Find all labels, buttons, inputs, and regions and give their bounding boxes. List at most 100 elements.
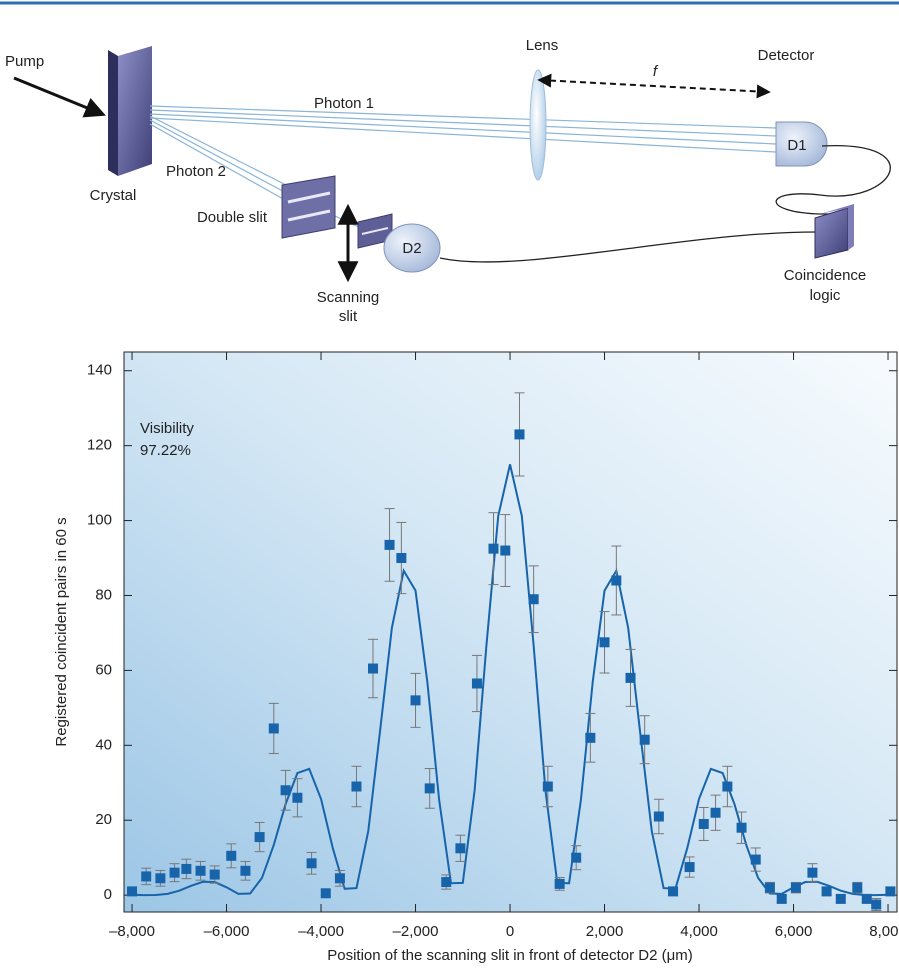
data-point [385,540,395,550]
data-point [455,843,465,853]
data-point [210,870,220,880]
data-point [488,544,498,554]
data-point [722,782,732,792]
lens [530,70,546,180]
data-point [791,883,801,893]
data-point [321,888,331,898]
data-point [871,900,881,910]
data-point [226,851,236,861]
data-point [571,853,581,863]
data-point [292,793,302,803]
data-point [335,873,345,883]
data-point [885,886,895,896]
data-point [396,553,406,563]
data-point [585,733,595,743]
x-tick-label: –4,000 [298,923,344,940]
data-point [600,637,610,647]
data-point [737,823,747,833]
data-point [543,782,553,792]
label: slit [339,308,358,325]
data-point [611,575,621,585]
data-point [307,858,317,868]
crystal [118,46,152,176]
data-point [699,819,709,829]
label: Double slit [197,209,268,226]
data-point [640,735,650,745]
annotation: 97.22% [140,442,191,459]
focal-arrow [540,80,768,92]
y-tick-label: 100 [87,512,112,529]
data-point [441,877,451,887]
data-point [862,894,872,904]
data-point [500,546,510,556]
data-point [155,873,165,883]
y-tick-label: 20 [95,811,112,828]
x-tick-label: 8,000 [869,923,899,940]
data-point [368,664,378,674]
y-tick-label: 80 [95,586,112,603]
label: logic [810,287,841,304]
data-point [765,883,775,893]
y-tick-label: 0 [104,886,112,903]
data-point [411,695,421,705]
data-point [269,723,279,733]
label: Photon 1 [314,95,374,112]
data-point [281,785,291,795]
data-point [181,864,191,874]
data-point [836,894,846,904]
data-point [711,808,721,818]
data-point [351,782,361,792]
label: Crystal [90,187,137,204]
data-point [668,886,678,896]
data-point [822,886,832,896]
x-tick-label: 6,000 [775,923,813,940]
label: Detector [758,47,815,64]
data-point [555,879,565,889]
x-tick-label: 4,000 [680,923,718,940]
label: Lens [526,37,559,54]
setup-diagram: Pump Crystal Photon 1 Photon 2 Lens Dete… [5,37,890,325]
y-tick-label: 140 [87,362,112,379]
data-point [472,679,482,689]
data-point [807,868,817,878]
double-slit [282,176,335,238]
data-point [240,866,250,876]
y-tick-label: 120 [87,437,112,454]
data-point [685,862,695,872]
data-point [196,866,206,876]
y-tick-label: 40 [95,736,112,753]
label: Coincidence [784,267,867,284]
annotation: Visibility [140,420,194,437]
y-axis-label: Registered coincident pairs in 60 s [53,517,70,746]
data-point [514,429,524,439]
data-point [654,811,664,821]
label: Photon 2 [166,163,226,180]
data-point [852,883,862,893]
y-tick-label: 60 [95,661,112,678]
x-tick-label: –2,000 [393,923,439,940]
label: Pump [5,53,44,70]
pump-arrow [14,78,102,114]
data-point [777,894,787,904]
data-point [425,783,435,793]
label: Scanning [317,289,380,306]
data-point [170,868,180,878]
label: D2 [402,240,421,257]
x-tick-label: 2,000 [586,923,624,940]
data-point [626,673,636,683]
data-point [751,855,761,865]
data-point [529,594,539,604]
x-axis-label: Position of the scanning slit in front o… [327,947,692,964]
data-point [255,832,265,842]
figure: Pump Crystal Photon 1 Photon 2 Lens Dete… [0,0,899,971]
label: D1 [787,137,806,154]
crystal-side [108,50,118,176]
label: f [653,63,659,80]
coincidence-box [815,208,848,258]
data-point [127,886,137,896]
x-tick-label: 0 [506,923,514,940]
cable-d2 [440,232,816,262]
x-tick-label: –6,000 [204,923,250,940]
plot-area [124,352,897,912]
data-point [141,871,151,881]
